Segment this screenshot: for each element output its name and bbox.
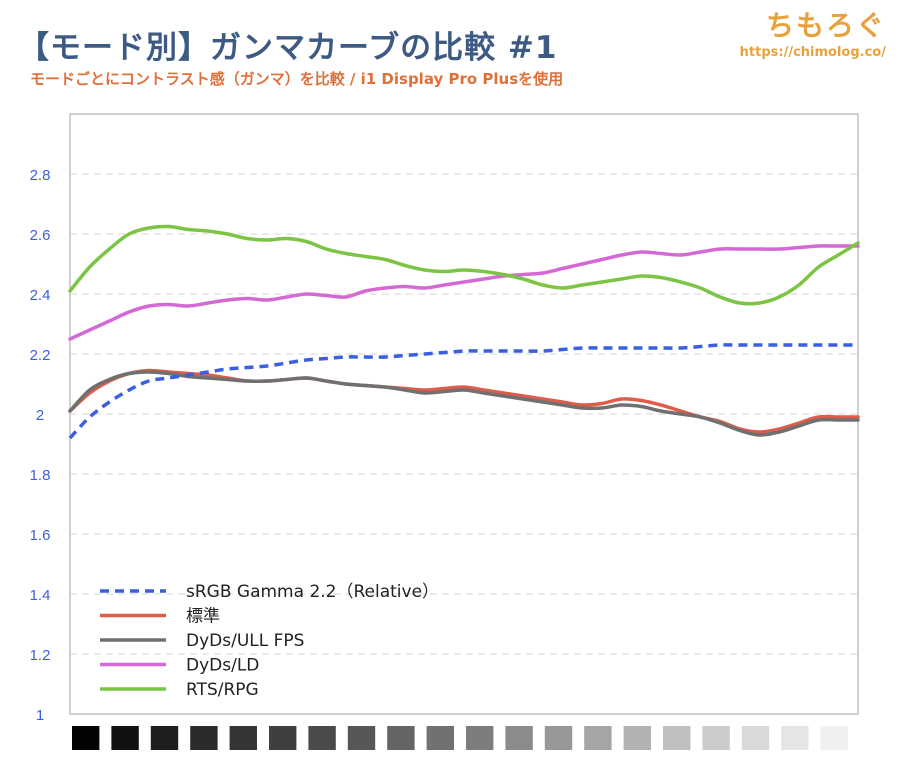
chart-title: 【モード別】ガンマカーブの比較 #1 bbox=[18, 30, 558, 66]
y-tick-label: 1.8 bbox=[30, 467, 51, 484]
gray-swatch bbox=[466, 726, 494, 750]
y-tick-label: 1.2 bbox=[30, 647, 51, 664]
y-tick-label: 1.4 bbox=[30, 587, 51, 604]
y-tick-label: 2.8 bbox=[30, 167, 51, 184]
site-logo-name: ちもろぐ bbox=[765, 9, 886, 42]
y-tick-label: 2.6 bbox=[30, 227, 51, 244]
legend-label-4: RTS/RPG bbox=[186, 680, 259, 700]
legend-label-2: DyDs/ULL FPS bbox=[186, 631, 304, 651]
gray-swatch bbox=[702, 726, 730, 750]
gray-swatch bbox=[387, 726, 415, 750]
site-logo-url: https://chimolog.co/ bbox=[739, 45, 886, 60]
y-tick-label: 2.4 bbox=[30, 287, 51, 304]
legend-label-3: DyDs/LD bbox=[186, 656, 259, 676]
gray-swatch bbox=[584, 726, 612, 750]
gray-swatch bbox=[544, 726, 573, 750]
series-line-0 bbox=[68, 343, 858, 440]
gray-swatch bbox=[72, 726, 100, 750]
gray-swatch bbox=[781, 726, 809, 750]
series-line-4 bbox=[68, 224, 860, 306]
gray-swatch bbox=[347, 726, 376, 750]
series-line-2 bbox=[68, 370, 860, 437]
legend-label-0: sRGB Gamma 2.2（Relative） bbox=[186, 582, 439, 602]
chart-subtitle: モードごとにコントラスト感（ガンマ）を比較 / i1 Display Pro P… bbox=[30, 70, 564, 88]
gray-swatch bbox=[111, 726, 139, 750]
gray-swatch bbox=[426, 726, 454, 750]
y-tick-label: 1 bbox=[36, 707, 44, 724]
gray-swatch bbox=[190, 726, 218, 750]
legend-label-1: 標準 bbox=[186, 607, 220, 627]
gray-swatch bbox=[229, 726, 257, 750]
y-tick-label: 2 bbox=[36, 407, 44, 424]
series-line-3 bbox=[68, 244, 860, 341]
y-tick-label: 2.2 bbox=[30, 347, 51, 364]
gray-swatch bbox=[623, 726, 651, 750]
gray-swatch bbox=[820, 726, 848, 750]
gray-swatch bbox=[308, 726, 336, 750]
site-logo: ちもろぐ https://chimolog.co/ bbox=[740, 4, 886, 60]
gray-swatch bbox=[269, 726, 297, 750]
gray-swatch bbox=[505, 726, 533, 750]
gray-swatch bbox=[663, 726, 691, 750]
y-tick-label: 1.6 bbox=[30, 527, 51, 544]
gray-swatch bbox=[150, 726, 179, 750]
gray-swatch bbox=[741, 726, 770, 750]
